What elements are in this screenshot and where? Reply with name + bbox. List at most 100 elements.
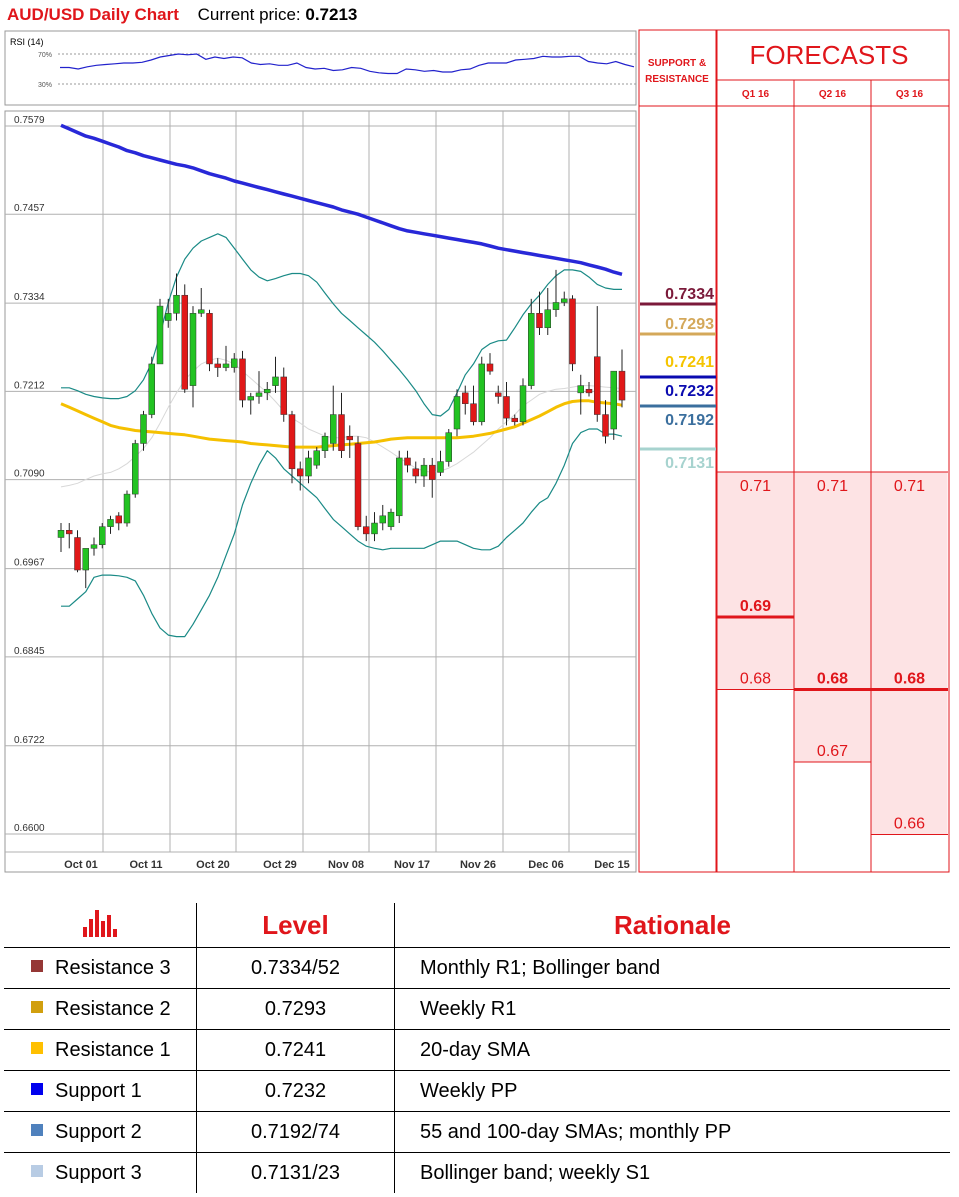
candle-body — [354, 443, 362, 527]
candle-body — [305, 457, 312, 477]
candle-body — [363, 526, 370, 535]
candle-body — [181, 294, 188, 390]
level-name: Resistance 3 — [55, 956, 171, 979]
candle-body — [330, 414, 337, 444]
x-tick-label: Nov 26 — [460, 859, 496, 871]
candle-body — [577, 385, 584, 394]
candle-body — [206, 313, 213, 365]
candle-body — [585, 388, 593, 394]
level-swatch — [31, 1124, 43, 1137]
candle-body — [255, 392, 263, 397]
level-name-cell: Support 2 — [4, 1111, 197, 1153]
bollinger-upper-line — [61, 233, 622, 417]
candle-body — [544, 309, 551, 329]
sr-header-line2: RESISTANCE — [645, 74, 709, 85]
x-tick-label: Oct 20 — [196, 859, 230, 871]
sr-column — [638, 29, 717, 873]
candle-body — [478, 363, 485, 423]
forecast-low-label: 0.67 — [817, 743, 848, 760]
forecast-low-label: 0.66 — [894, 816, 925, 833]
x-tick-label: Nov 17 — [394, 859, 430, 871]
candle-body — [82, 548, 89, 571]
level-name: Resistance 2 — [55, 997, 171, 1020]
candle-body — [247, 396, 254, 401]
level-rationale: 20-day SMA — [394, 1029, 950, 1071]
price-grid: 0.7579 0.7457 0.7334 0.7212 0.7090 0.6967 0.68… — [5, 111, 636, 853]
candle-body — [132, 443, 139, 495]
bollinger-lower-line — [61, 428, 623, 638]
rsi-level-30-label: 30% — [38, 82, 52, 89]
candle-body — [412, 468, 419, 477]
candle-body — [280, 376, 287, 415]
candle-body — [272, 376, 279, 386]
table-row: Support 3 0.7131/23 Bollinger band; week… — [4, 1152, 950, 1193]
level-value: 0.7232 — [196, 1070, 395, 1112]
forecast-panel: FORECASTS Q1 16 0.71 0.69 0.68 Q2 16 0.71 0.68 0… — [716, 29, 950, 873]
candle-body — [379, 515, 386, 524]
candle-body — [115, 515, 122, 524]
price-panel — [4, 110, 637, 873]
candle-body — [57, 530, 65, 538]
x-tick-label: Oct 29 — [263, 859, 297, 871]
level-name: Support 2 — [55, 1120, 142, 1143]
current-price-label: Current price: — [197, 5, 301, 24]
level-swatch — [31, 960, 43, 973]
forecast-range-box — [794, 472, 871, 762]
candle-body — [404, 457, 411, 466]
candle-body — [610, 370, 617, 430]
level-name-cell: Support 3 — [4, 1152, 197, 1193]
candle-body — [503, 396, 510, 419]
bar-chart-icon — [83, 910, 117, 937]
table-header-row: Level Rationale — [4, 903, 950, 948]
forecast-median-label: 0.68 — [817, 671, 848, 688]
candle-body — [198, 309, 205, 314]
candle-body — [396, 457, 403, 517]
level-value: 0.7334/52 — [196, 947, 395, 989]
level-label: 0.7241 — [665, 354, 714, 371]
candle-body — [66, 530, 73, 535]
sr-header-line1: SUPPORT & — [648, 58, 706, 69]
candle-body — [148, 363, 155, 415]
table-header-level: Level — [196, 903, 395, 948]
level-label: 0.7232 — [665, 383, 714, 400]
forecast-high-label: 0.71 — [817, 478, 848, 495]
forecast-quarter-label: Q3 16 — [896, 89, 924, 100]
candle-body — [346, 435, 353, 441]
candle-body — [569, 298, 576, 365]
level-name: Resistance 1 — [55, 1038, 171, 1061]
level-name-cell: Resistance 2 — [4, 988, 197, 1030]
forecast-median-label: 0.69 — [740, 598, 771, 615]
candle-body — [338, 414, 345, 451]
candle-body — [561, 298, 568, 303]
level-rationale: Bollinger band; weekly S1 — [420, 1161, 651, 1184]
level-label: 0.7192 — [665, 412, 714, 429]
chart-header: AUD/USD Daily Chart Current price: 0.721… — [7, 4, 357, 26]
forecast-median-label: 0.68 — [894, 671, 925, 688]
candle-body — [288, 414, 296, 470]
candle-body — [214, 363, 221, 368]
forecast-quarter-label: Q2 16 — [819, 89, 847, 100]
level-value: 0.7293 — [196, 988, 395, 1030]
forecasts-title: FORECASTS — [750, 40, 909, 70]
sma-200-line — [60, 123, 623, 276]
candle-body — [222, 363, 230, 368]
level-name: Support 1 — [55, 1079, 142, 1102]
candlesticks — [57, 269, 626, 589]
x-tick-label: Dec 15 — [594, 859, 629, 871]
candle-body — [140, 414, 147, 444]
level-value: 0.7131/23 — [196, 1152, 395, 1193]
candle-body — [165, 313, 172, 321]
level-swatch — [31, 1165, 43, 1178]
level-rationale: Weekly R1 — [394, 988, 950, 1030]
y-tick-label: 0.7212 — [14, 380, 45, 391]
forecast-range-box — [871, 472, 948, 835]
table-row: Support 1 0.7232 Weekly PP — [4, 1070, 950, 1112]
y-tick-label: 0.6600 — [14, 823, 45, 834]
y-tick-label: 0.6845 — [14, 646, 45, 657]
candle-body — [123, 493, 131, 524]
table-header-rationale: Rationale — [394, 903, 950, 948]
sr-levels: 0.7334 0.7293 0.7241 0.7232 0.7192 0.7131 — [640, 286, 716, 472]
y-tick-label: 0.7579 — [14, 115, 45, 126]
level-rationale: 55 and 100-day SMAs; monthly PP — [394, 1111, 950, 1153]
candle-body — [297, 468, 304, 477]
